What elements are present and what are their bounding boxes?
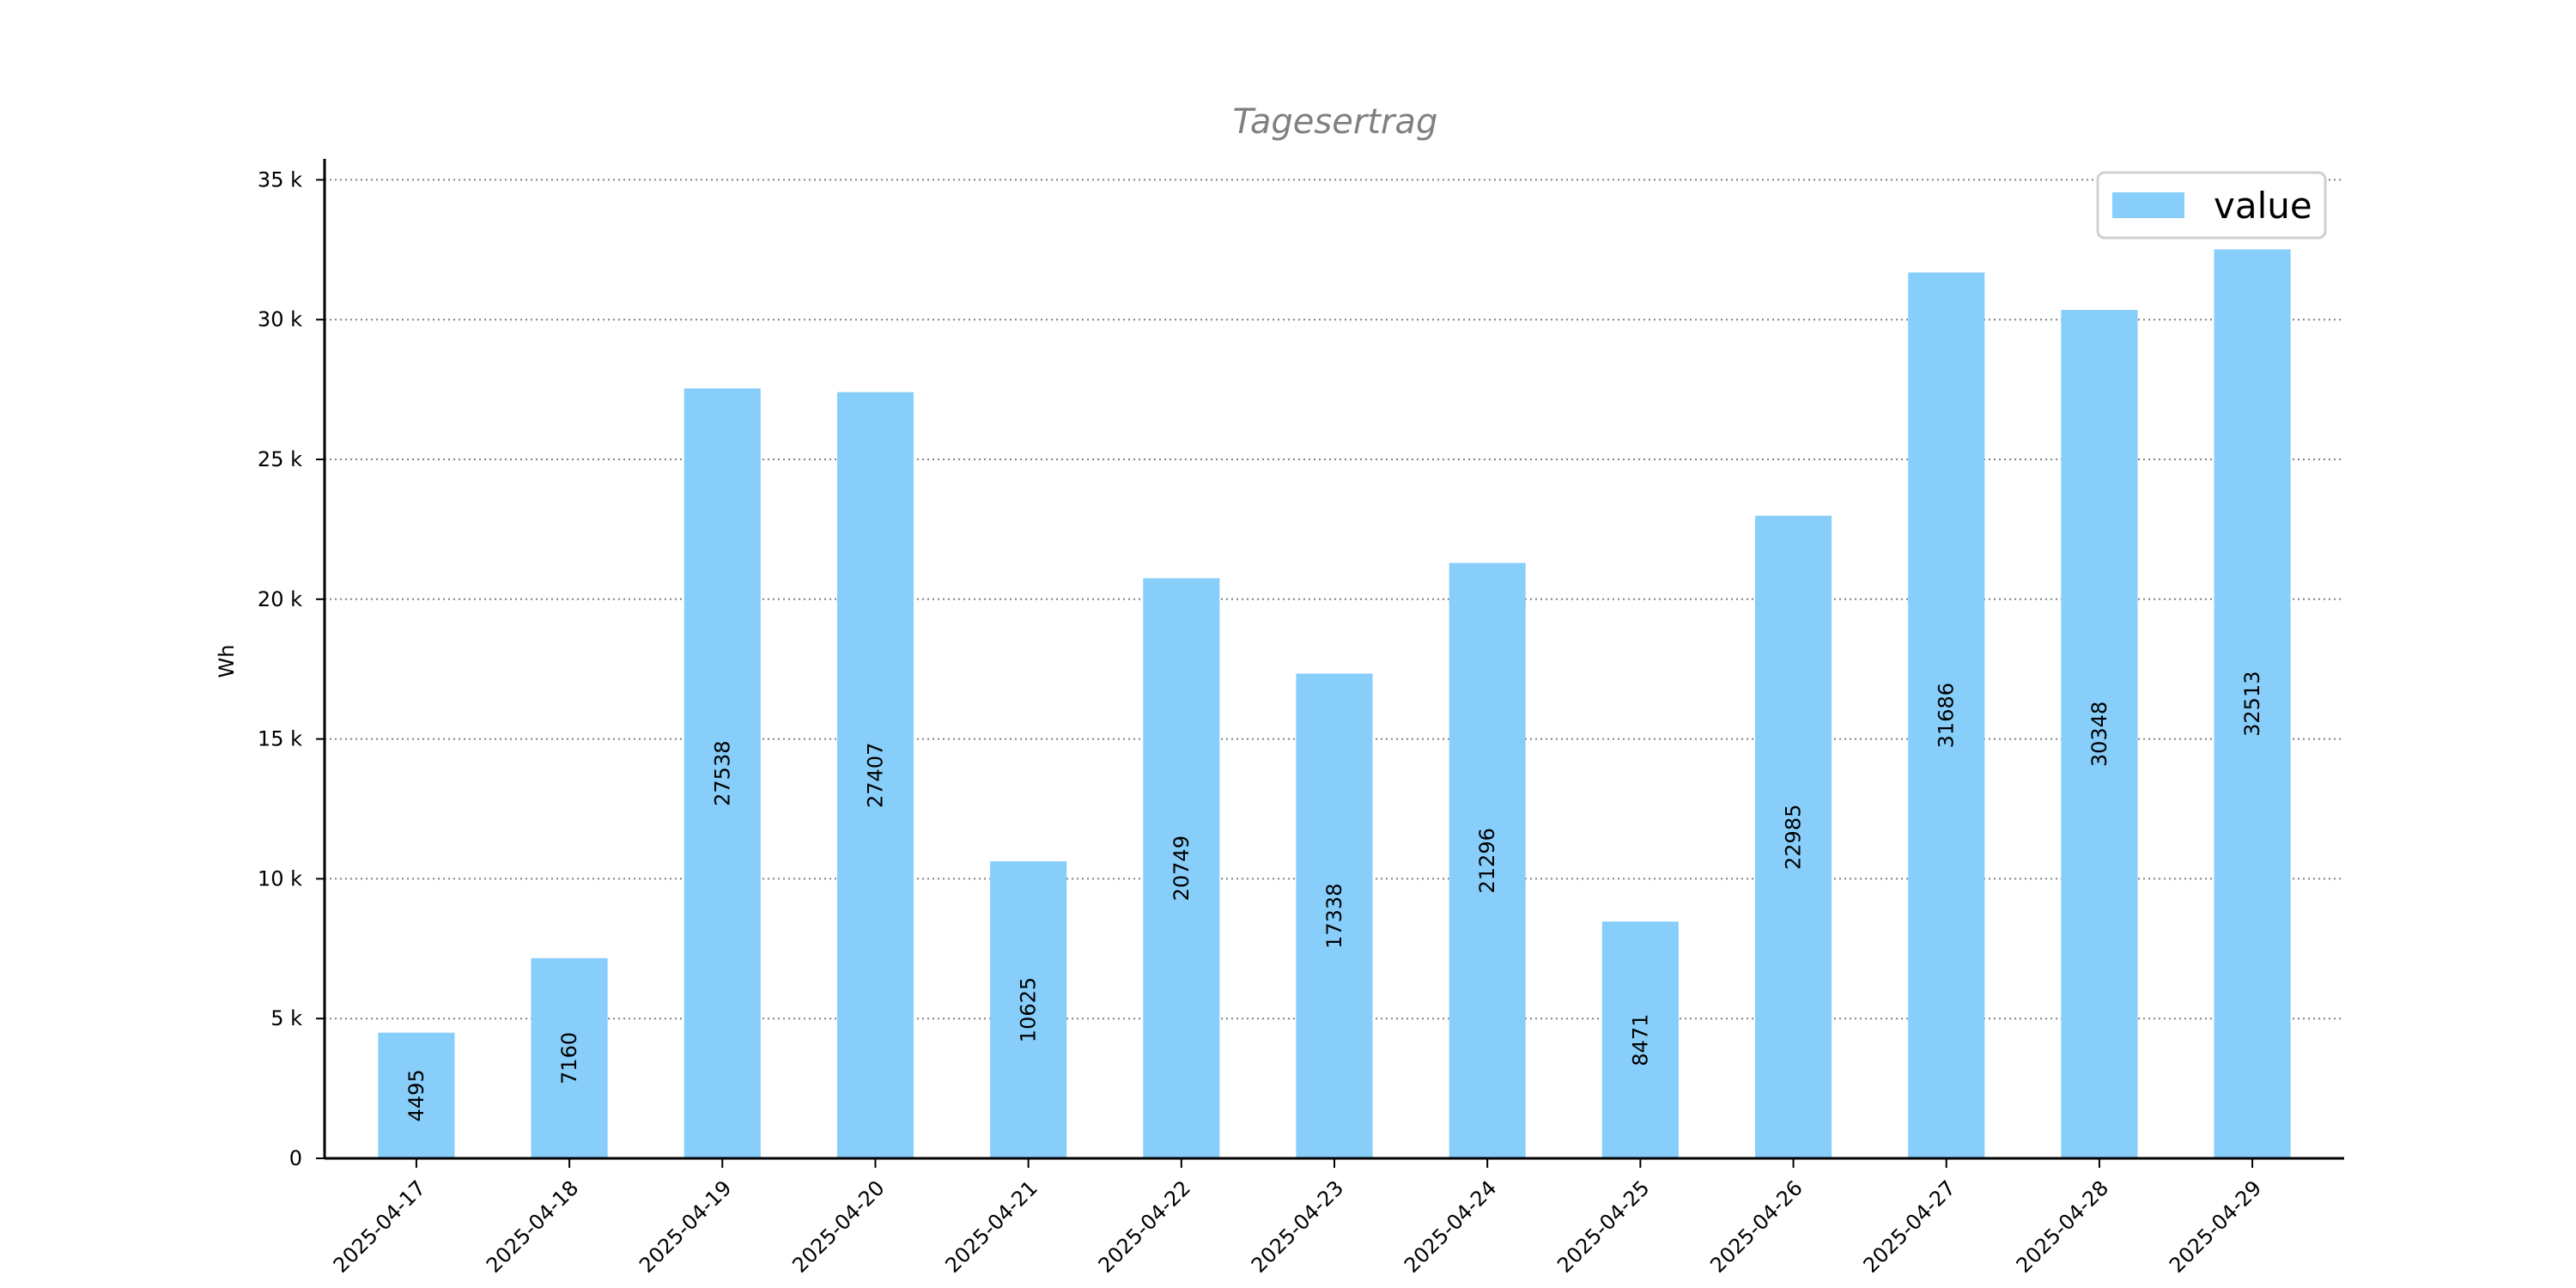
y-axis-label: Wh (215, 645, 239, 678)
x-tick-label-2025-04-17: 2025-04-17 (329, 1176, 430, 1277)
y-tick-label-6: 30 k (258, 307, 302, 331)
bar-label-2025-04-26: 22985 (1782, 805, 1806, 870)
x-tick-label-2025-04-25: 2025-04-25 (1552, 1176, 1654, 1277)
bar-label-2025-04-25: 8471 (1628, 1014, 1652, 1066)
bar-2025-04-25 (1601, 921, 1679, 1158)
bar-label-2025-04-29: 32513 (2240, 671, 2264, 737)
bar-labels-group: 4495 7160 27538 27407 10625 20749 17338 21296 84… (404, 671, 2264, 1122)
x-tick-label-2025-04-28: 2025-04-28 (2012, 1176, 2113, 1277)
bar-2025-04-21 (990, 861, 1067, 1158)
legend-swatch (2112, 192, 2184, 218)
x-tick-label-2025-04-21: 2025-04-21 (940, 1176, 1042, 1277)
x-tick-label-2025-04-26: 2025-04-26 (1705, 1176, 1807, 1277)
legend-frame (2096, 171, 2327, 240)
bar-2025-04-27 (1908, 272, 1985, 1159)
x-tick-label-2025-04-24: 2025-04-24 (1400, 1176, 1501, 1277)
bar-label-2025-04-27: 31686 (1935, 683, 1959, 748)
x-tick-label-2025-04-23: 2025-04-23 (1247, 1176, 1348, 1277)
bar-label-2025-04-17: 4495 (404, 1069, 428, 1121)
bar-2025-04-29 (2214, 249, 2291, 1158)
bar-2025-04-17 (378, 1032, 455, 1158)
bar-label-2025-04-24: 21296 (1475, 828, 1499, 893)
bar-2025-04-18 (531, 957, 608, 1158)
y-tick-label-3: 15 k (258, 727, 302, 751)
bar-label-2025-04-20: 27407 (863, 743, 887, 808)
bar-label-2025-04-22: 20749 (1170, 835, 1194, 901)
x-tick-label-2025-04-27: 2025-04-27 (1859, 1176, 1960, 1277)
bar-2025-04-19 (683, 388, 761, 1158)
y-tick-label-5: 25 k (258, 447, 302, 471)
x-tick-label-2025-04-22: 2025-04-22 (1094, 1176, 1195, 1277)
legend: value (2096, 171, 2327, 240)
bar-2025-04-28 (2061, 309, 2138, 1158)
x-tick-label-2025-04-29: 2025-04-29 (2165, 1176, 2266, 1277)
legend-label: value (2214, 185, 2312, 227)
bar-2025-04-22 (1143, 578, 1220, 1158)
x-tick-label-2025-04-20: 2025-04-20 (787, 1176, 889, 1277)
bar-2025-04-20 (836, 392, 914, 1158)
chart-title: Tagesertrag (1233, 102, 1438, 142)
bar-label-2025-04-21: 10625 (1017, 977, 1041, 1042)
bar-label-2025-04-23: 17338 (1322, 884, 1346, 949)
y-tick-label-1: 5 k (270, 1006, 302, 1030)
y-tick-label-7: 35 k (258, 167, 302, 191)
x-tick-label-2025-04-18: 2025-04-18 (482, 1176, 583, 1277)
bar-label-2025-04-19: 27538 (710, 741, 734, 806)
bar-2025-04-24 (1449, 562, 1526, 1158)
x-tick-label-2025-04-19: 2025-04-19 (635, 1176, 736, 1277)
y-tick-label-0: 0 (289, 1146, 302, 1170)
bar-2025-04-23 (1296, 673, 1373, 1158)
bar-label-2025-04-28: 30348 (2087, 702, 2111, 767)
bar-2025-04-26 (1755, 515, 1832, 1158)
y-tick-label-2: 10 k (258, 866, 302, 890)
bars-group (378, 249, 2291, 1159)
bar-label-2025-04-18: 7160 (557, 1032, 581, 1084)
y-tick-label-4: 20 k (258, 587, 302, 611)
